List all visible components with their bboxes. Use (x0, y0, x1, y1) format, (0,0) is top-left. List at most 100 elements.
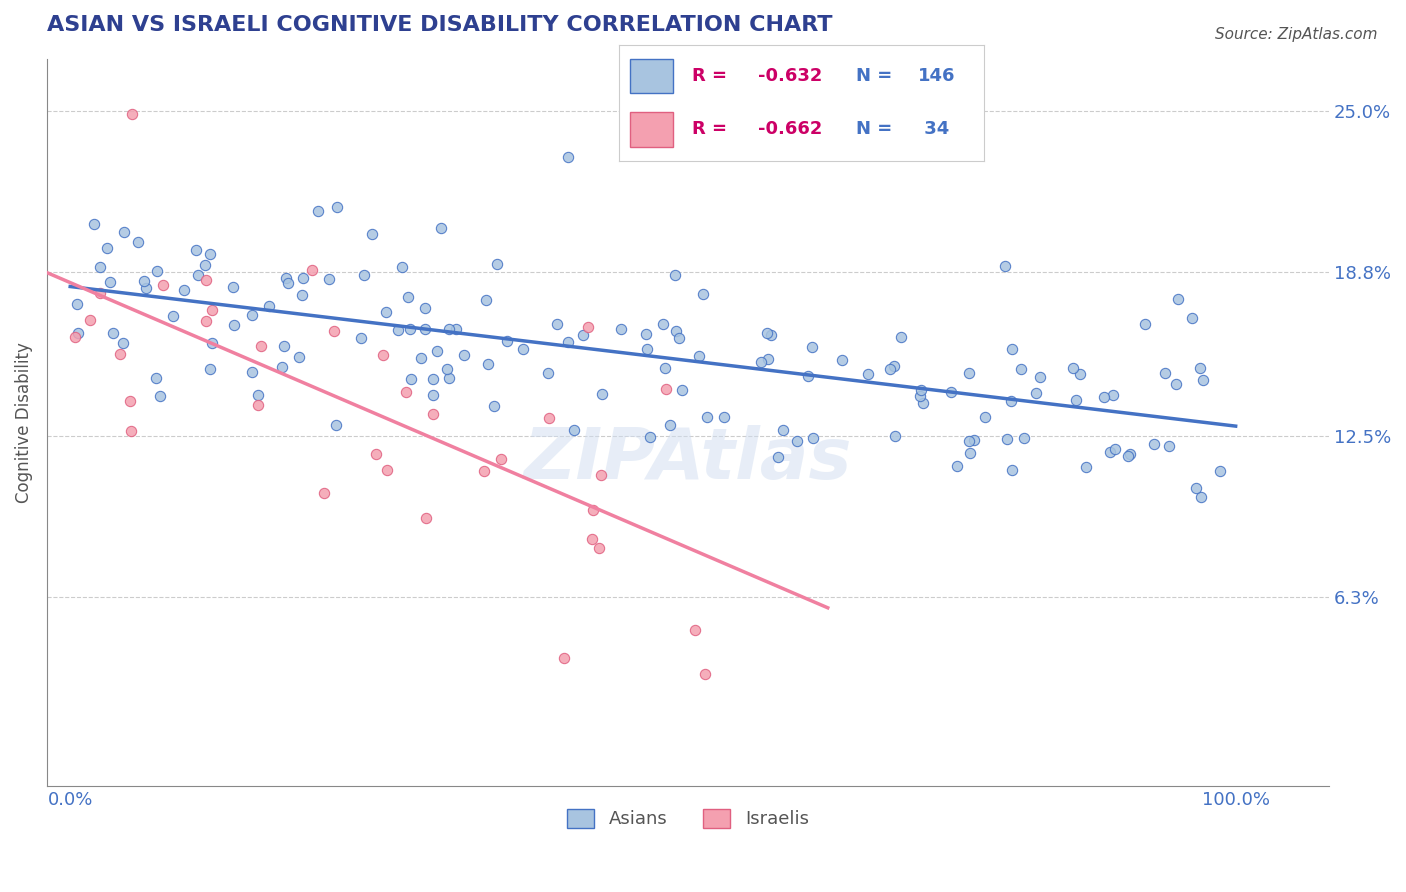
Asians (749, 355, 772, 369)
Asians (664, 268, 686, 282)
Asians (974, 409, 997, 424)
Israelis (63, 330, 86, 344)
Israelis (201, 302, 224, 317)
Y-axis label: Cognitive Disability: Cognitive Disability (15, 343, 32, 503)
Asians (713, 409, 735, 424)
Text: N =: N = (856, 67, 898, 85)
Asians (696, 409, 718, 424)
Asians (658, 417, 681, 432)
Asians (486, 257, 509, 271)
Israelis (108, 347, 131, 361)
Asians (995, 432, 1018, 446)
Asians (134, 274, 156, 288)
Asians (1104, 442, 1126, 456)
Asians (391, 260, 413, 275)
Asians (387, 323, 409, 337)
Asians (636, 342, 658, 356)
Asians (772, 423, 794, 437)
Israelis (121, 107, 143, 121)
Asians (1159, 439, 1181, 453)
Asians (89, 260, 111, 274)
Israelis (250, 339, 273, 353)
Asians (962, 434, 984, 448)
Text: 146: 146 (918, 67, 956, 85)
Asians (194, 258, 217, 272)
Asians (994, 259, 1017, 273)
Asians (856, 367, 879, 381)
Asians (572, 328, 595, 343)
Asians (277, 277, 299, 291)
Asians (1029, 370, 1052, 384)
Asians (325, 418, 347, 433)
Asians (353, 268, 375, 282)
Asians (1001, 342, 1024, 356)
Asians (67, 326, 90, 340)
Asians (287, 350, 309, 364)
Asians (271, 359, 294, 374)
Asians (651, 317, 673, 331)
Asians (801, 431, 824, 445)
Asians (537, 366, 560, 380)
Asians (1164, 376, 1187, 391)
Asians (398, 321, 420, 335)
Asians (495, 334, 517, 348)
Asians (222, 280, 245, 294)
Asians (96, 241, 118, 255)
Asians (1181, 311, 1204, 326)
Asians (831, 352, 853, 367)
Israelis (194, 273, 217, 287)
Asians (800, 340, 823, 354)
Asians (173, 284, 195, 298)
Asians (422, 388, 444, 402)
Israelis (323, 324, 346, 338)
Text: -0.662: -0.662 (758, 120, 823, 138)
Asians (1209, 465, 1232, 479)
Asians (439, 371, 461, 385)
Asians (756, 352, 779, 367)
Asians (149, 389, 172, 403)
Asians (66, 297, 89, 311)
Asians (884, 428, 907, 442)
Text: R =: R = (692, 67, 733, 85)
Asians (959, 445, 981, 459)
Asians (444, 322, 467, 336)
Asians (1143, 437, 1166, 451)
Text: R =: R = (692, 120, 733, 138)
Asians (1119, 446, 1142, 460)
Asians (786, 434, 808, 448)
Asians (1191, 373, 1213, 387)
Asians (257, 299, 280, 313)
Asians (759, 328, 782, 343)
Israelis (422, 407, 444, 421)
Asians (1116, 450, 1139, 464)
Asians (1099, 445, 1122, 459)
Asians (1062, 361, 1084, 376)
Asians (1000, 394, 1022, 409)
Israelis (120, 394, 142, 409)
Asians (1010, 361, 1032, 376)
Asians (409, 351, 432, 365)
Asians (1102, 388, 1125, 402)
Asians (1025, 385, 1047, 400)
Asians (187, 268, 209, 282)
Israelis (415, 511, 437, 525)
Asians (112, 226, 135, 240)
Asians (475, 293, 498, 307)
Asians (797, 369, 820, 384)
Asians (224, 318, 246, 332)
Asians (756, 326, 779, 340)
Asians (1167, 293, 1189, 307)
Asians (665, 324, 688, 338)
Asians (671, 383, 693, 397)
Asians (609, 322, 631, 336)
Asians (883, 359, 905, 373)
Asians (413, 322, 436, 336)
Asians (908, 389, 931, 403)
Asians (1074, 459, 1097, 474)
Israelis (375, 462, 398, 476)
Asians (422, 372, 444, 386)
Asians (546, 317, 568, 331)
Text: Source: ZipAtlas.com: Source: ZipAtlas.com (1215, 27, 1378, 42)
Asians (1189, 360, 1212, 375)
Asians (135, 281, 157, 295)
